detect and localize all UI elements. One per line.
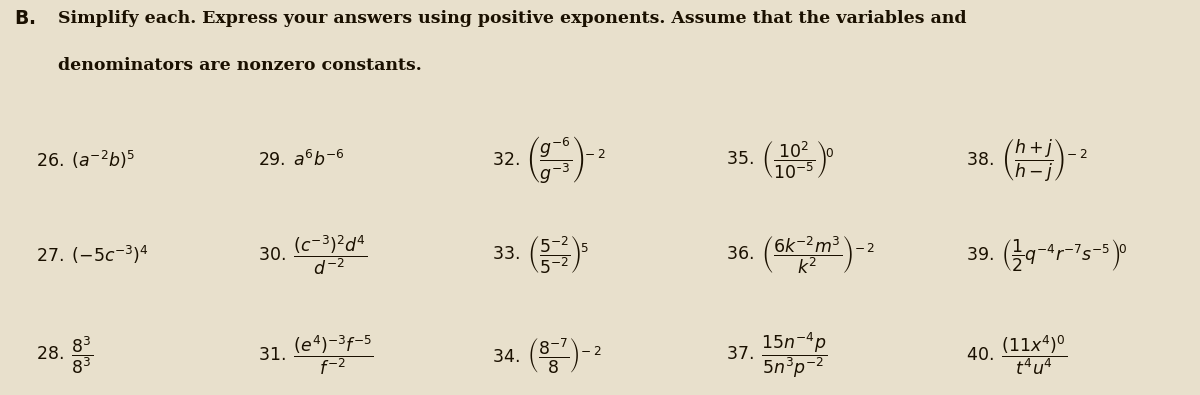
Text: denominators are nonzero constants.: denominators are nonzero constants.	[58, 57, 421, 74]
Text: $\mathbf{B.}$: $\mathbf{B.}$	[14, 10, 36, 28]
Text: $31.\;\dfrac{(e^4)^{-3}f^{-5}}{f^{-2}}$: $31.\;\dfrac{(e^4)^{-3}f^{-5}}{f^{-2}}$	[258, 334, 373, 377]
Text: $27.\;(-5c^{-3})^4$: $27.\;(-5c^{-3})^4$	[36, 244, 149, 266]
Text: $28.\;\dfrac{8^3}{8^3}$: $28.\;\dfrac{8^3}{8^3}$	[36, 335, 94, 376]
Text: $29.\;a^{6}b^{-6}$: $29.\;a^{6}b^{-6}$	[258, 150, 344, 170]
Text: $34.\;\left(\dfrac{8^{-7}}{8}\right)^{\!-2}$: $34.\;\left(\dfrac{8^{-7}}{8}\right)^{\!…	[492, 336, 602, 375]
Text: $36.\;\left(\dfrac{6k^{-2}m^3}{k^2}\right)^{\!-2}$: $36.\;\left(\dfrac{6k^{-2}m^3}{k^2}\righ…	[726, 234, 875, 276]
Text: $37.\;\dfrac{15n^{-4}p}{5n^3p^{-2}}$: $37.\;\dfrac{15n^{-4}p}{5n^3p^{-2}}$	[726, 331, 827, 380]
Text: $32.\;\left(\dfrac{g^{-6}}{g^{-3}}\right)^{\!-2}$: $32.\;\left(\dfrac{g^{-6}}{g^{-3}}\right…	[492, 134, 606, 186]
Text: $35.\;\left(\dfrac{10^{2}}{10^{-5}}\right)^{\!0}$: $35.\;\left(\dfrac{10^{2}}{10^{-5}}\righ…	[726, 139, 834, 181]
Text: $38.\;\left(\dfrac{h+j}{h-j}\right)^{\!-2}$: $38.\;\left(\dfrac{h+j}{h-j}\right)^{\!-…	[966, 137, 1088, 183]
Text: $39.\;\left(\dfrac{1}{2}q^{-4}r^{-7}s^{-5}\right)^{\!0}$: $39.\;\left(\dfrac{1}{2}q^{-4}r^{-7}s^{-…	[966, 237, 1128, 273]
Text: Simplify each. Express your answers using positive exponents. Assume that the va: Simplify each. Express your answers usin…	[58, 10, 966, 27]
Text: $33.\;\left(\dfrac{5^{-2}}{5^{-2}}\right)^{\!5}$: $33.\;\left(\dfrac{5^{-2}}{5^{-2}}\right…	[492, 234, 589, 276]
Text: $30.\;\dfrac{(c^{-3})^2d^{4}}{d^{-2}}$: $30.\;\dfrac{(c^{-3})^2d^{4}}{d^{-2}}$	[258, 233, 367, 276]
Text: $40.\;\dfrac{(11x^4)^0}{t^4u^4}$: $40.\;\dfrac{(11x^4)^0}{t^4u^4}$	[966, 334, 1067, 377]
Text: $26.\;(a^{-2}b)^5$: $26.\;(a^{-2}b)^5$	[36, 149, 134, 171]
